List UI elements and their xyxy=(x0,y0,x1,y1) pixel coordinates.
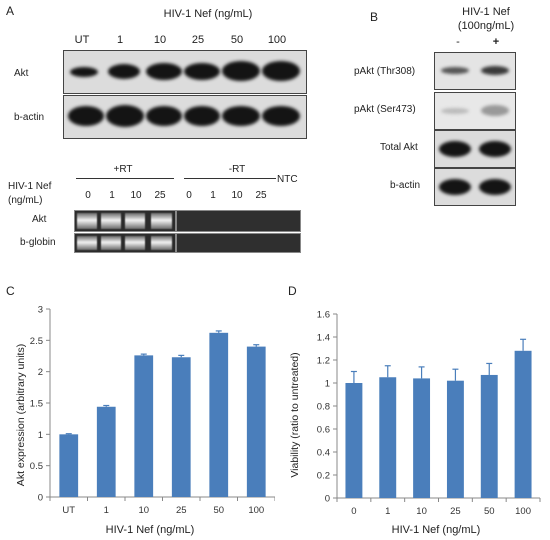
western-blot-akt xyxy=(63,50,307,94)
chart-c-bar xyxy=(171,357,191,497)
pcr-lane: 1 xyxy=(109,190,115,201)
panel-b-minus-label: - xyxy=(456,36,460,48)
pcr-lane: 1 xyxy=(210,190,216,201)
chart-d-x-tick-label: 100 xyxy=(515,506,531,517)
chart-c-bar xyxy=(59,434,79,497)
lane-label: 50 xyxy=(230,34,244,46)
chart-d-y-tick-label: 1.4 xyxy=(317,333,330,344)
pcr-lane: 0 xyxy=(85,190,91,201)
ntc-label: NTC xyxy=(277,174,298,185)
chart-d-y-tick-label: 0.4 xyxy=(317,448,330,459)
chart-d: 0 0.2 0.4 0.6 0.8 1 1.2 1.4 1.6 0 1 10 25 50 100 Viabi… xyxy=(289,310,541,536)
chart-c-plot: 0 0.5 1 1.5 2 2.5 3 UT 1 10 25 50 100 xyxy=(30,305,275,516)
chart-d-x-tick-label: 0 xyxy=(351,506,356,517)
blot-label-b-actin: b-actin xyxy=(14,112,45,123)
pcr-lane: 25 xyxy=(255,190,267,201)
chart-d-y-tick-label: 1.2 xyxy=(317,356,330,367)
panel-d-letter: D xyxy=(288,284,297,298)
chart-d-bar xyxy=(379,377,397,498)
pcr-lane: 10 xyxy=(130,190,142,201)
lane-label: 10 xyxy=(153,34,167,46)
lane-label: 100 xyxy=(267,34,287,46)
western-blot-b-actin xyxy=(63,95,307,139)
chart-d-bar xyxy=(413,378,431,498)
pcr-nef-label-line2: (ng/mL) xyxy=(8,195,43,206)
chart-c: 0 0.5 1 1.5 2 2.5 3 UT 1 10 25 50 100 Akt expression… xyxy=(15,305,275,536)
pcr-lane: 25 xyxy=(154,190,166,201)
lane-label: UT xyxy=(74,34,90,46)
panel-a-header: HIV-1 Nef (ng/mL) xyxy=(163,8,253,20)
panel-b-plus-label: + xyxy=(492,36,500,48)
chart-c-y-tick-label: 1 xyxy=(38,430,43,441)
pcr-gel-akt-plus-rt xyxy=(74,210,176,232)
plus-rt-label: +RT xyxy=(113,164,133,175)
blot-label-pakt-thr308: pAkt (Thr308) xyxy=(354,66,416,77)
blot-label-akt: Akt xyxy=(14,68,29,79)
chart-d-x-tick-label: 10 xyxy=(416,506,427,517)
chart-c-bar xyxy=(96,406,116,497)
chart-d-y-tick-label: 0.2 xyxy=(317,471,330,482)
chart-d-y-tick-label: 1 xyxy=(325,379,330,390)
chart-d-y-tick-label: 0.8 xyxy=(317,402,330,413)
chart-c-ylabel: Akt expression (arbitrary units) xyxy=(15,344,27,486)
plus-rt-bracket xyxy=(76,178,174,179)
pcr-gel-b-globin-minus-rt xyxy=(176,233,301,253)
blot-label-b-actin-b: b-actin xyxy=(390,180,421,191)
chart-d-x-tick-label: 1 xyxy=(385,506,390,517)
blot-label-total-akt: Total Akt xyxy=(380,142,418,153)
pcr-row-label-akt: Akt xyxy=(32,214,47,225)
chart-d-bar xyxy=(446,380,464,498)
chart-d-y-tick-label: 0.6 xyxy=(317,425,330,436)
panel-b-header-line2: (100ng/mL) xyxy=(457,20,515,32)
chart-c-x-tick-label: 1 xyxy=(104,505,109,516)
chart-d-y-tick-label: 1.6 xyxy=(317,310,330,321)
chart-d-x-tick-label: 50 xyxy=(484,506,495,517)
chart-c-bar xyxy=(134,355,154,497)
chart-d-ylabel: Viability (ratio to untreated) xyxy=(289,352,301,477)
chart-d-bar xyxy=(345,383,363,498)
chart-d-plot: 0 0.2 0.4 0.6 0.8 1 1.2 1.4 1.6 0 1 10 25 50 100 xyxy=(317,310,541,517)
chart-d-bar xyxy=(514,350,532,498)
chart-c-y-tick-label: 0.5 xyxy=(30,461,43,472)
western-blot-total-akt xyxy=(434,130,516,168)
chart-c-y-tick-label: 3 xyxy=(38,305,43,316)
western-blot-pakt-ser473 xyxy=(434,92,516,130)
blot-label-pakt-ser473: pAkt (Ser473) xyxy=(354,104,416,115)
lane-label: 25 xyxy=(191,34,205,46)
minus-rt-label: -RT xyxy=(228,164,246,175)
chart-c-x-tick-label: 25 xyxy=(176,505,187,516)
pcr-row-label-b-globin: b-globin xyxy=(20,237,56,248)
chart-c-xlabel: HIV-1 Nef (ng/mL) xyxy=(106,524,195,536)
western-blot-b-actin-b xyxy=(434,168,516,206)
chart-c-y-tick-label: 1.5 xyxy=(30,399,43,410)
chart-c-x-tick-label: 50 xyxy=(213,505,224,516)
panel-b-letter: B xyxy=(370,10,379,24)
western-blot-pakt-thr308 xyxy=(434,52,516,90)
pcr-gel-akt-minus-rt xyxy=(176,210,301,232)
chart-d-y-tick-label: 0 xyxy=(325,494,330,505)
pcr-gel-b-globin-plus-rt xyxy=(74,233,176,253)
panel-a-letter: A xyxy=(6,4,15,18)
lane-label: 1 xyxy=(116,34,124,46)
chart-d-bar xyxy=(480,374,498,498)
panel-b-header-line1: HIV-1 Nef xyxy=(462,6,510,18)
chart-d-xlabel: HIV-1 Nef (ng/mL) xyxy=(392,524,481,536)
chart-c-x-tick-label: UT xyxy=(62,505,75,516)
chart-d-x-tick-label: 25 xyxy=(450,506,461,517)
chart-c-y-tick-label: 2 xyxy=(38,367,43,378)
chart-c-y-tick-label: 2.5 xyxy=(30,336,43,347)
panel-c-letter: C xyxy=(6,284,15,298)
chart-c-x-tick-label: 100 xyxy=(248,505,264,516)
chart-c-y-tick-label: 0 xyxy=(38,493,43,504)
chart-c-bar xyxy=(209,332,229,497)
pcr-nef-label-line1: HIV-1 Nef xyxy=(8,181,52,192)
pcr-lane: 0 xyxy=(186,190,192,201)
pcr-lane: 10 xyxy=(231,190,243,201)
chart-c-bar xyxy=(246,346,266,497)
chart-c-x-tick-label: 10 xyxy=(138,505,149,516)
minus-rt-bracket xyxy=(184,178,276,179)
